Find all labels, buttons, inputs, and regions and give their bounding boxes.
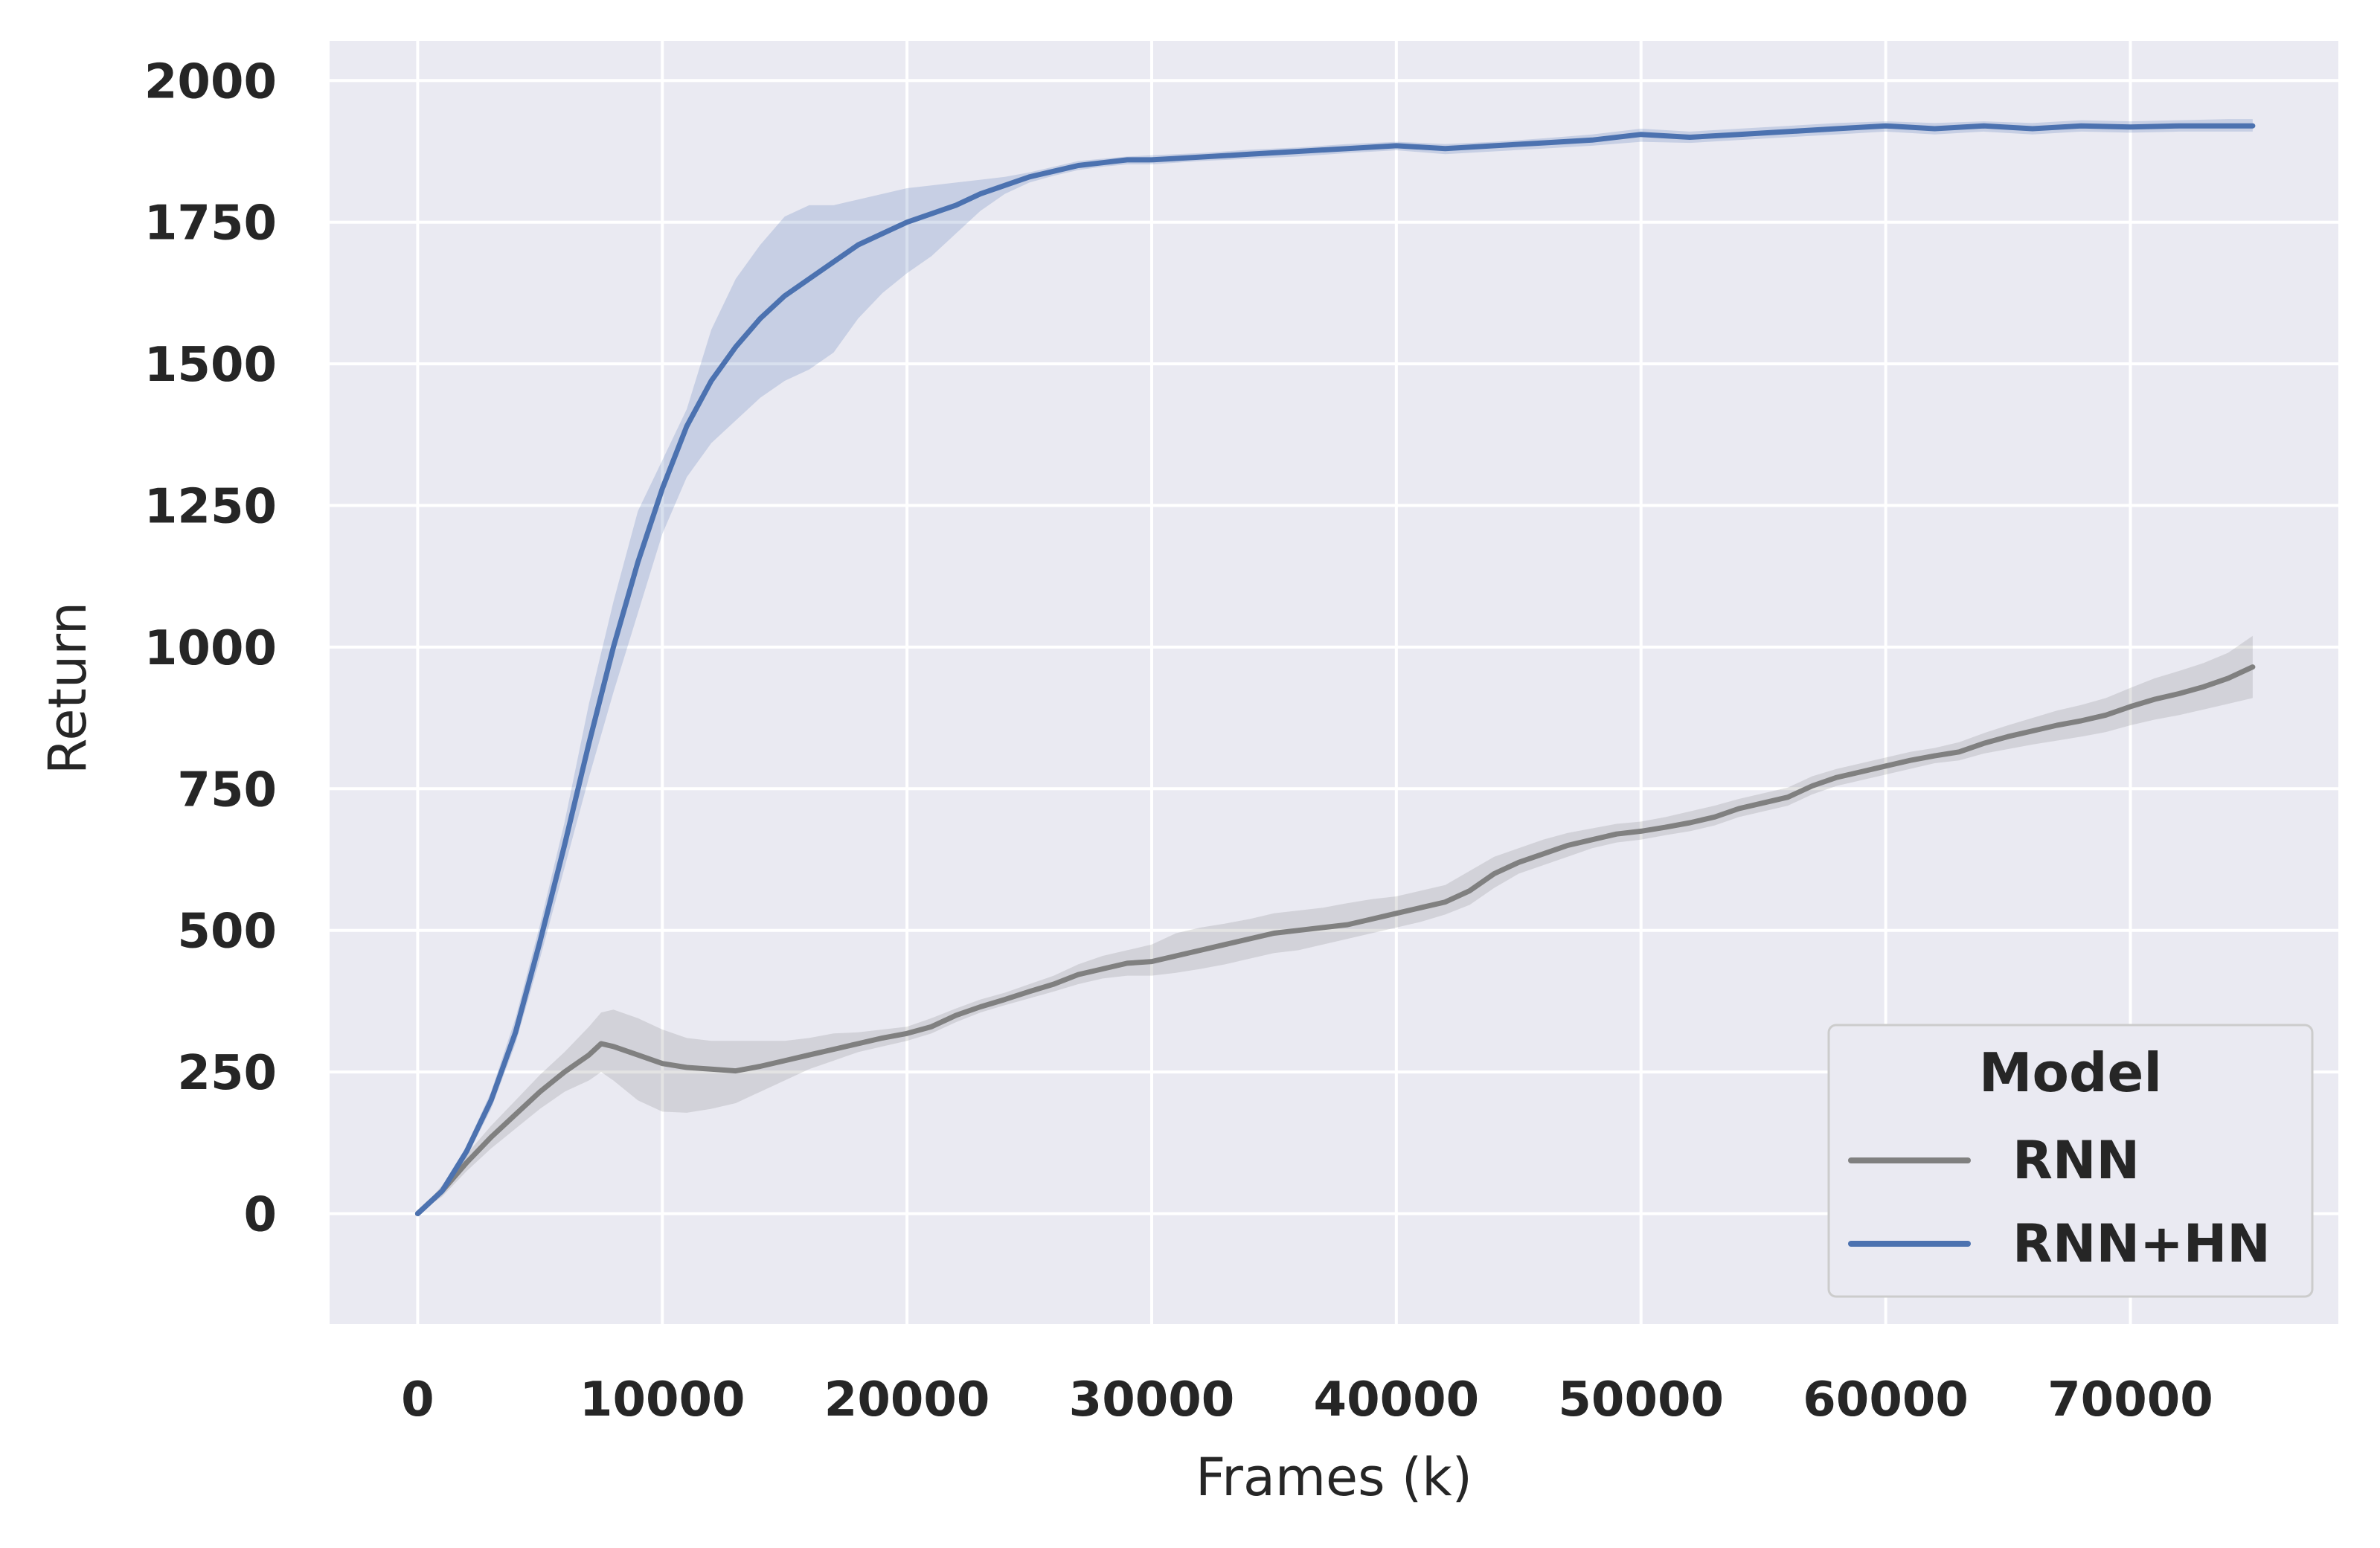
legend-box: [1827, 1024, 2314, 1298]
x-tick-labels: 0 10000 20000 30000 40000 50000 60000 70000: [401, 1372, 2213, 1427]
y-tick-label: 1500: [144, 338, 277, 393]
legend: Model RNN RNN+HN: [1827, 1024, 2314, 1298]
line-rnn: [414, 664, 2256, 1216]
x-axis-label: Frames (k): [1196, 1447, 1472, 1508]
y-tick-label: 750: [177, 762, 277, 818]
y-axis-label: Return: [37, 602, 98, 774]
y-tick-label: 1000: [144, 621, 277, 676]
y-tick-label: 1750: [144, 196, 277, 251]
legend-label-rnn: RNN: [2012, 1130, 2140, 1191]
y-tick-label: 500: [177, 905, 277, 960]
x-tick-label: 40000: [1314, 1372, 1480, 1427]
y-tick-label: 2000: [144, 54, 277, 109]
x-tick-label: 10000: [580, 1372, 745, 1427]
y-tick-labels: 0 250 500 750 1000 1250 1500 1750 2000: [144, 54, 277, 1242]
x-tick-label: 30000: [1069, 1372, 1235, 1427]
x-tick-label: 0: [401, 1372, 434, 1427]
line-rnn-hn: [414, 123, 2256, 1216]
series-lines: [414, 123, 2256, 1216]
x-tick-label: 70000: [2047, 1372, 2213, 1427]
y-tick-label: 1250: [144, 480, 277, 535]
y-tick-label: 0: [243, 1187, 277, 1242]
legend-title: Model: [1979, 1041, 2162, 1104]
legend-label-rnn-hn: RNN+HN: [2012, 1213, 2271, 1274]
x-tick-label: 20000: [824, 1372, 990, 1427]
x-tick-label: 50000: [1558, 1372, 1724, 1427]
y-tick-label: 250: [177, 1046, 277, 1101]
x-tick-label: 60000: [1803, 1372, 1969, 1427]
